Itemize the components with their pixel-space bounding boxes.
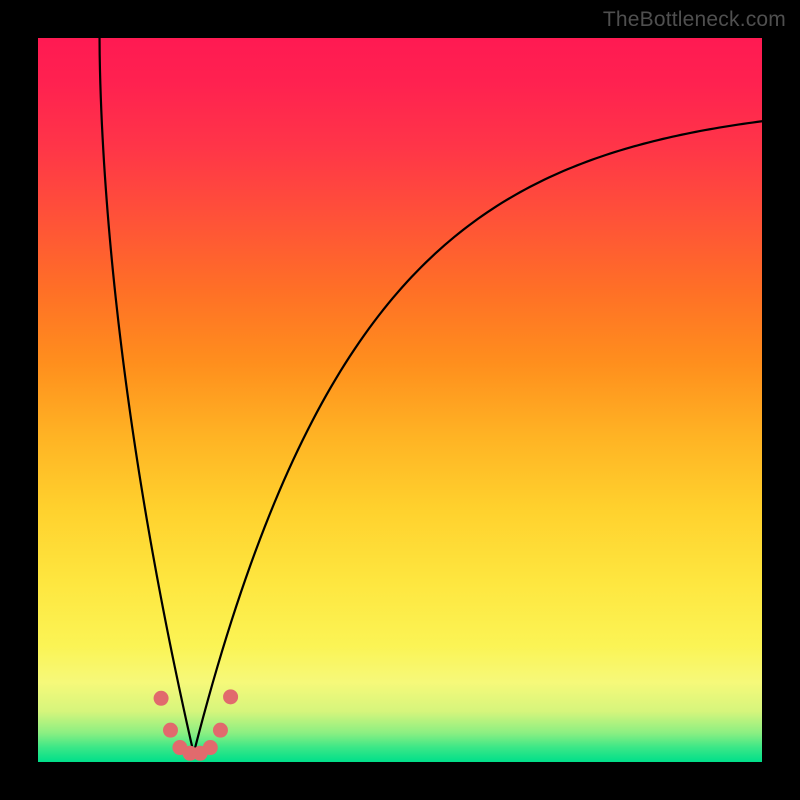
valley-dot [163, 723, 178, 738]
chart-container: TheBottleneck.com [0, 0, 800, 800]
valley-dot [154, 691, 169, 706]
chart-svg [0, 0, 800, 800]
valley-dot [213, 723, 228, 738]
valley-dot [203, 740, 218, 755]
valley-dot [223, 689, 238, 704]
